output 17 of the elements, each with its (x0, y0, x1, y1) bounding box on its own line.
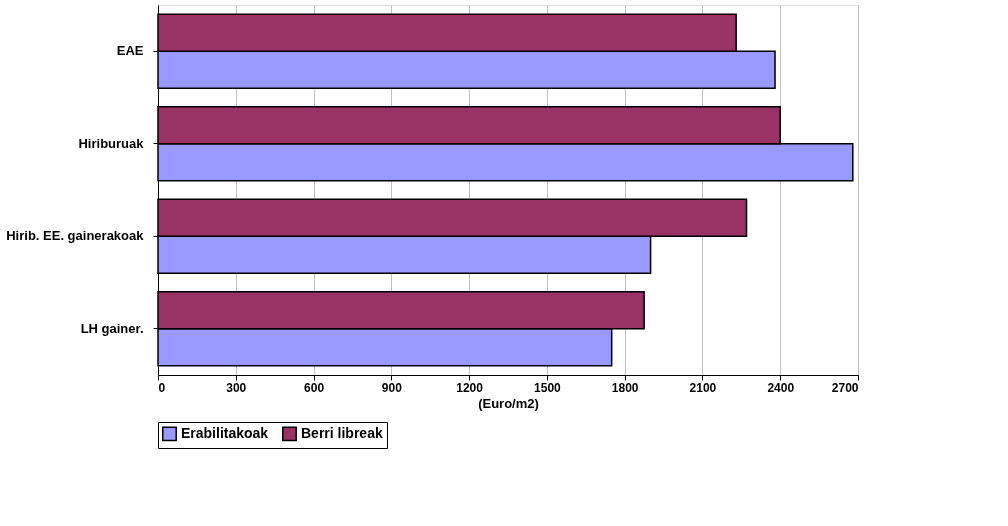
y-tick-label: Hirib. EE. gainerakoak (6, 228, 145, 244)
legend-label: Berri libreak (301, 424, 383, 441)
x-tick-label: 2400 (767, 380, 795, 395)
y-tick-label: Hiriburuak (78, 135, 145, 151)
x-tick-label: 1500 (534, 380, 562, 395)
x-axis-title: (Euro/m2) (478, 395, 539, 411)
y-tick-label: LH gainer. (80, 320, 144, 336)
x-tick-label: 1800 (611, 380, 639, 395)
x-tick-label: 300 (226, 380, 247, 395)
y-tick-label: EAE (116, 43, 144, 59)
x-tick-label: 0 (158, 380, 166, 395)
x-tick-label: 600 (304, 380, 325, 395)
x-tick-label: 2100 (689, 380, 717, 395)
x-tick-label: 2700 (831, 380, 859, 395)
x-tick-label: 900 (381, 380, 403, 395)
legend-label: Erabilitakoak (181, 424, 269, 441)
x-tick-label: 1200 (456, 380, 484, 395)
